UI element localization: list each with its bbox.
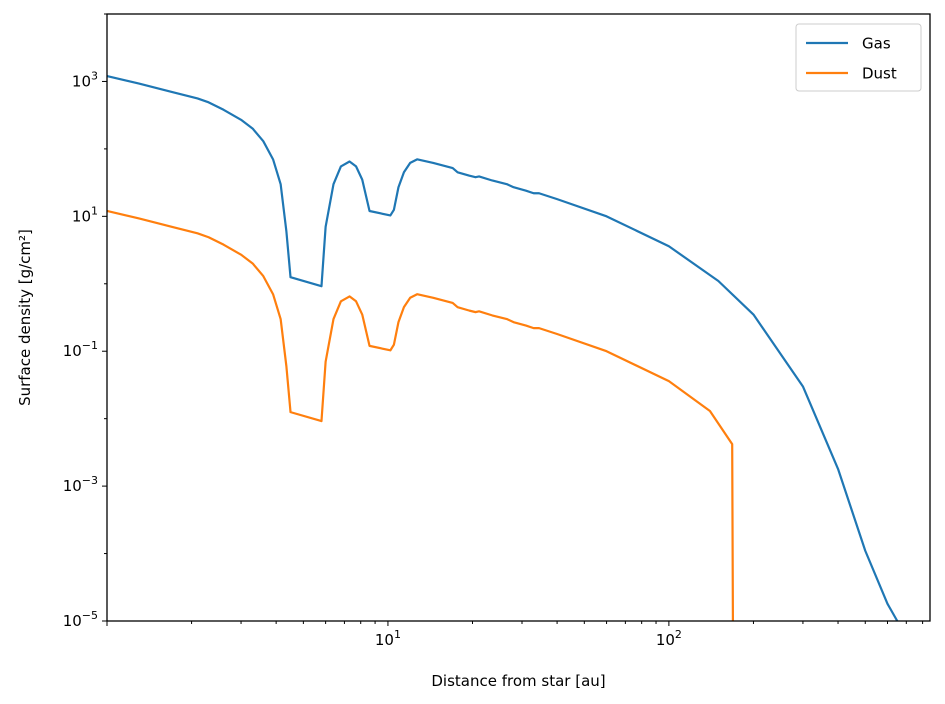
series-line-dust [106,209,735,622]
series-line-gas [106,75,899,622]
plot-frame [106,13,931,622]
y-tick-label: 10−1 [63,339,98,360]
labels-layer: 101 102 10−5 10−3 10−1 101 103 [63,69,682,649]
x-tick-label: 101 [375,628,401,649]
legend-label-dust: Dust [862,65,897,83]
y-tick-label: 101 [72,204,98,225]
series-layer [106,75,899,622]
y-tick-label: 10−5 [63,609,98,630]
legend-frame [795,23,922,92]
y-axis-label: Surface density [g/cm²] [16,229,34,406]
x-tick-label: 102 [656,628,682,649]
y-tick-label: 103 [72,69,98,90]
x-axis-label: Distance from star [au] [431,672,605,690]
legend: Gas Dust [795,23,922,92]
y-tick-label: 10−3 [63,474,98,495]
legend-label-gas: Gas [862,35,891,53]
